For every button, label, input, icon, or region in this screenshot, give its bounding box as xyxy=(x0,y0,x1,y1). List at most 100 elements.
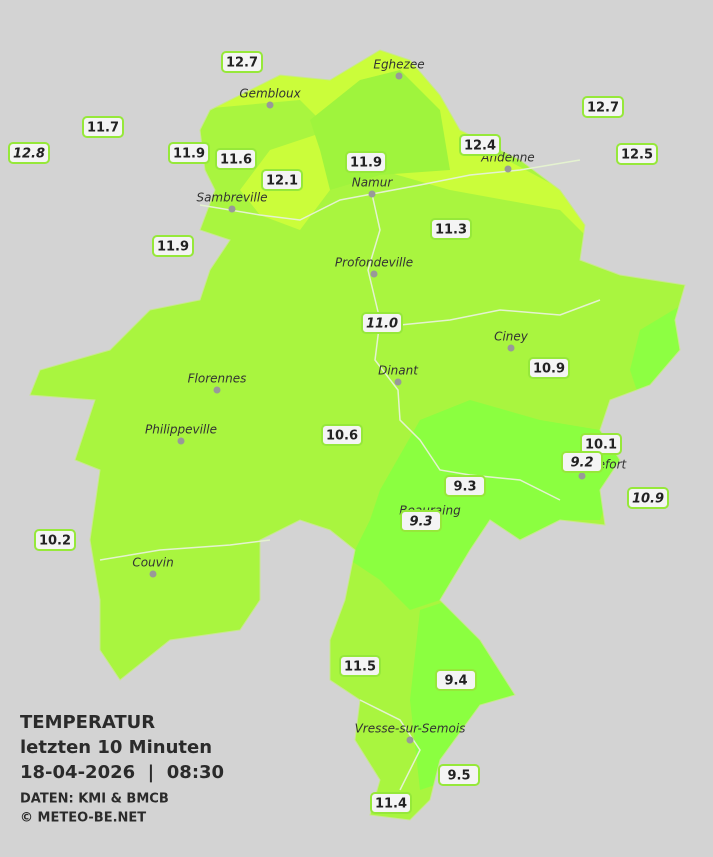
station-label: 12.7 xyxy=(221,51,263,73)
station-label: 12.4 xyxy=(459,134,501,156)
station-value: 10.1 xyxy=(585,438,617,453)
station-value: 11.9 xyxy=(350,156,382,171)
city-dot xyxy=(394,378,402,386)
city-label: Couvin xyxy=(132,556,173,570)
station-box xyxy=(616,143,658,165)
station-label: 12.1 xyxy=(261,169,303,191)
city-dot xyxy=(149,570,157,578)
station-box xyxy=(400,510,442,532)
city-dot xyxy=(406,736,414,744)
station-box xyxy=(168,142,210,164)
city-label: Ciney xyxy=(494,330,529,344)
station-label: 11.4 xyxy=(370,792,412,814)
station-box xyxy=(627,487,669,509)
station-label: 11.9 xyxy=(168,142,210,164)
station-box xyxy=(34,529,76,551)
station-box xyxy=(582,96,624,118)
station-label: 11.3 xyxy=(430,218,472,240)
city-dot xyxy=(213,386,221,394)
station-label: 11.7 xyxy=(82,116,124,138)
station-value: 10.9 xyxy=(632,492,664,507)
station-value: 9.2 xyxy=(570,456,593,471)
station-value: 11.6 xyxy=(220,153,252,168)
station-label: 9.3 xyxy=(400,510,442,532)
station-label: 9.4 xyxy=(435,669,477,691)
station-label: 12.8 xyxy=(8,142,50,164)
station-box xyxy=(370,792,412,814)
station-value: 10.2 xyxy=(39,534,71,549)
station-label: 10.9 xyxy=(627,487,669,509)
station-box xyxy=(339,655,381,677)
station-label: 11.9 xyxy=(345,151,387,173)
city-label: Dinant xyxy=(378,364,419,378)
subtitle: letzten 10 Minuten xyxy=(20,737,212,758)
station-value: 11.4 xyxy=(375,797,407,812)
station-box xyxy=(8,142,50,164)
city-label: Philippeville xyxy=(145,423,217,437)
station-value: 12.7 xyxy=(587,101,619,116)
station-label: 10.9 xyxy=(528,357,570,379)
station-box xyxy=(261,169,303,191)
station-value: 11.3 xyxy=(435,223,467,238)
station-label: 11.5 xyxy=(339,655,381,677)
station-label: 12.7 xyxy=(582,96,624,118)
station-box xyxy=(152,235,194,257)
source: DATEN: KMI & BMCB xyxy=(20,792,169,807)
station-value: 12.5 xyxy=(621,148,653,163)
station-value: 11.9 xyxy=(173,147,205,162)
station-box xyxy=(361,312,403,334)
city-dot xyxy=(368,190,376,198)
station-value: 11.9 xyxy=(157,240,189,255)
station-box xyxy=(345,151,387,173)
station-value: 10.6 xyxy=(326,429,358,444)
station-value: 12.7 xyxy=(226,56,258,71)
station-box xyxy=(444,475,486,497)
copyright: © METEO-BE.NET xyxy=(20,811,146,826)
city-dot xyxy=(266,101,274,109)
city-dot xyxy=(177,437,185,445)
station-box xyxy=(215,148,257,170)
station-value: 10.9 xyxy=(533,362,565,377)
station-label: 9.5 xyxy=(438,764,480,786)
city-label: Sambreville xyxy=(196,191,267,205)
city-dot xyxy=(395,72,403,80)
city-dot xyxy=(578,472,586,480)
station-value: 9.3 xyxy=(453,480,476,495)
city-dot xyxy=(504,165,512,173)
station-label: 9.3 xyxy=(444,475,486,497)
station-value: 11.7 xyxy=(87,121,119,136)
station-label: 10.2 xyxy=(34,529,76,551)
station-box xyxy=(430,218,472,240)
station-value: 12.8 xyxy=(13,147,45,162)
datetime: 18-04-2026 | 08:30 xyxy=(20,762,224,783)
station-value: 9.3 xyxy=(409,515,432,530)
city-dot xyxy=(507,344,515,352)
station-value: 9.5 xyxy=(447,769,470,784)
station-label: 11.9 xyxy=(152,235,194,257)
station-label: 10.6 xyxy=(321,424,363,446)
station-value: 12.1 xyxy=(266,174,298,189)
station-label: 12.5 xyxy=(616,143,658,165)
station-label: 11.6 xyxy=(215,148,257,170)
station-value: 12.4 xyxy=(464,139,496,154)
city-label: Vresse-sur-Semois xyxy=(355,722,466,736)
station-box xyxy=(438,764,480,786)
station-box xyxy=(82,116,124,138)
station-value: 11.0 xyxy=(366,317,398,332)
station-box xyxy=(321,424,363,446)
station-box xyxy=(435,669,477,691)
station-value: 9.4 xyxy=(444,674,467,689)
station-value: 11.5 xyxy=(344,660,376,675)
city-label: Gembloux xyxy=(239,87,301,101)
station-box xyxy=(528,357,570,379)
title: TEMPERATUR xyxy=(20,712,155,733)
station-label: 11.0 xyxy=(361,312,403,334)
city-label: Eghezee xyxy=(373,58,424,72)
city-label: Namur xyxy=(352,176,394,190)
city-dot xyxy=(370,270,378,278)
station-box xyxy=(221,51,263,73)
city-dot xyxy=(228,205,236,213)
city-label: Florennes xyxy=(188,372,247,386)
station-label: 9.2 xyxy=(561,451,603,473)
